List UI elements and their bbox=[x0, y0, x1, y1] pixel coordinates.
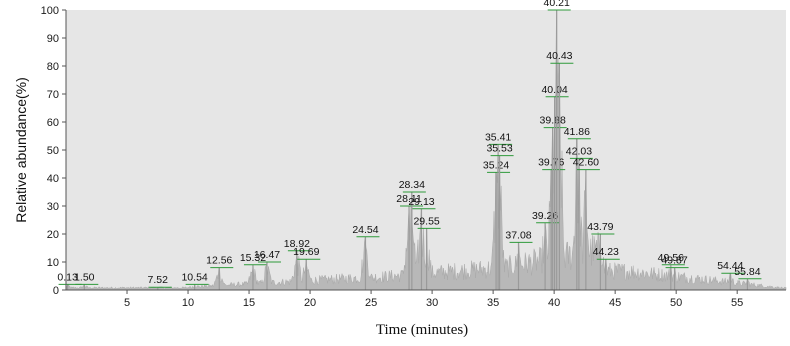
peak-label: 49.56 bbox=[658, 252, 684, 264]
peak-label: 39.76 bbox=[538, 157, 564, 169]
y-tick-label: 20 bbox=[47, 229, 59, 241]
peak-label: 42.03 bbox=[566, 145, 592, 157]
y-axis-label: Relative abundance(%) bbox=[13, 77, 29, 223]
y-tick-label: 30 bbox=[47, 201, 59, 213]
x-axis-label: Time (minutes) bbox=[376, 322, 468, 338]
peak-label: 39.88 bbox=[540, 115, 566, 127]
peak-label: 40.43 bbox=[546, 50, 572, 62]
x-tick-label: 20 bbox=[304, 297, 316, 309]
plot-background bbox=[66, 10, 786, 290]
peak-label: 7.52 bbox=[148, 274, 169, 286]
x-tick-label: 5 bbox=[124, 297, 130, 309]
x-tick-label: 15 bbox=[243, 297, 255, 309]
peak-label: 10.54 bbox=[181, 271, 207, 283]
peak-label: 54.44 bbox=[717, 260, 743, 272]
y-tick-label: 50 bbox=[47, 145, 59, 157]
x-tick-label: 35 bbox=[487, 297, 499, 309]
y-tick-label: 0 bbox=[53, 285, 59, 297]
peak-label: 35.53 bbox=[486, 143, 512, 155]
peak-label: 40.21 bbox=[544, 0, 570, 9]
x-tick-label: 25 bbox=[365, 297, 377, 309]
y-tick-label: 80 bbox=[47, 61, 59, 73]
x-tick-label: 10 bbox=[182, 297, 194, 309]
peak-label: 0.13 bbox=[57, 271, 78, 283]
y-tick-label: 60 bbox=[47, 117, 59, 129]
x-tick-label: 30 bbox=[426, 297, 438, 309]
peak-label: 35.41 bbox=[485, 131, 511, 143]
peak-label: 35.24 bbox=[483, 159, 509, 171]
y-tick-label: 10 bbox=[47, 257, 59, 269]
axis-ticks-layer: 0 10 20 30 40 50 60 70 80 90 100 5 10 15 20 25 30 35 40 45 5… bbox=[41, 5, 744, 309]
y-tick-label: 100 bbox=[41, 5, 59, 17]
x-tick-label: 40 bbox=[548, 297, 560, 309]
peak-label: 1.50 bbox=[74, 271, 95, 283]
peak-label: 18.92 bbox=[284, 238, 310, 250]
peak-label: 44.23 bbox=[593, 246, 619, 258]
peak-label: 49.87 bbox=[661, 255, 687, 267]
peak-label: 12.56 bbox=[206, 255, 232, 267]
y-tick-label: 70 bbox=[47, 89, 59, 101]
peak-label: 24.54 bbox=[352, 224, 378, 236]
peak-label: 19.69 bbox=[293, 246, 319, 258]
peak-label: 15.32 bbox=[240, 252, 266, 264]
y-tick-label: 90 bbox=[47, 33, 59, 45]
x-tick-label: 55 bbox=[731, 297, 743, 309]
peak-label: 29.13 bbox=[408, 196, 434, 208]
peak-label: 43.79 bbox=[587, 221, 613, 233]
peak-label: 55.84 bbox=[734, 266, 760, 278]
peak-label: 28.11 bbox=[396, 193, 422, 205]
peak-label: 42.60 bbox=[573, 157, 599, 169]
peak-label: 16.47 bbox=[254, 249, 280, 261]
x-tick-label: 50 bbox=[670, 297, 682, 309]
x-tick-label: 45 bbox=[609, 297, 621, 309]
peak-label: 40.04 bbox=[541, 84, 567, 96]
peak-label: 29.55 bbox=[413, 215, 439, 227]
y-tick-label: 40 bbox=[47, 173, 59, 185]
peak-label: 28.34 bbox=[399, 179, 425, 191]
peak-label: 41.86 bbox=[564, 126, 590, 138]
peak-label: 37.08 bbox=[505, 229, 531, 241]
